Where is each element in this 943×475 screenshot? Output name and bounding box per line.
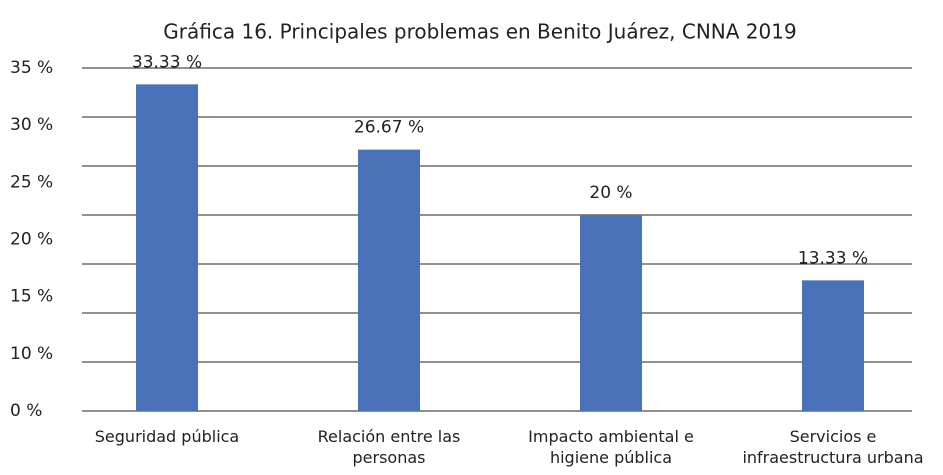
y-tick-label: 10 % xyxy=(10,344,53,364)
bar xyxy=(136,84,198,411)
value-label: 13.33 % xyxy=(798,248,868,268)
y-tick-label: 15 % xyxy=(10,287,53,307)
bar xyxy=(580,215,642,411)
x-tick-label-box: Servicios e infraestructura urbana xyxy=(742,427,924,467)
x-tick-label: Relación entre las personas xyxy=(317,427,461,467)
x-tick-label: Seguridad pública xyxy=(94,427,240,446)
chart-title: Gráfica 16. Principales problemas en Ben… xyxy=(163,20,796,44)
x-tick-label: Servicios e infraestructura urbana xyxy=(742,427,924,467)
y-tick-label: 25 % xyxy=(10,172,53,192)
x-tick-label-box: Relación entre las personas xyxy=(317,427,461,467)
x-tick-label: Impacto ambiental e higiene pública xyxy=(528,427,694,467)
value-label: 26.67 % xyxy=(354,118,424,138)
bar xyxy=(802,280,864,411)
value-label: 20 % xyxy=(589,183,632,203)
bar xyxy=(358,149,420,411)
x-tick-label-box: Impacto ambiental e higiene pública xyxy=(528,427,694,467)
y-tick-label: 20 % xyxy=(10,230,53,250)
x-tick-label-box: Seguridad pública xyxy=(94,427,240,446)
y-tick-label: 0 % xyxy=(10,401,42,421)
y-tick-label: 35 % xyxy=(10,58,53,78)
y-tick-label: 30 % xyxy=(10,115,53,135)
value-label: 33.33 % xyxy=(132,52,202,72)
